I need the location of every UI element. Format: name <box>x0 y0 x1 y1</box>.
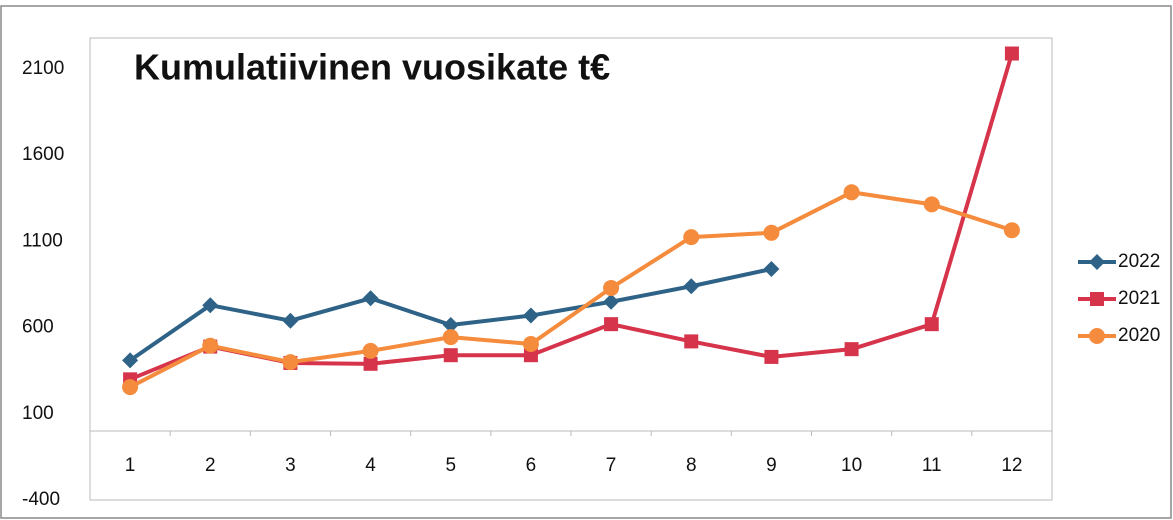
y-tick-label: -400 <box>22 489 60 510</box>
data-point <box>604 317 619 332</box>
x-tick-label: 8 <box>686 455 697 476</box>
plot-area <box>89 37 1053 501</box>
x-tick-label: 11 <box>922 455 942 476</box>
legend-marker <box>1089 328 1105 344</box>
data-point <box>362 342 379 359</box>
data-point <box>843 184 860 201</box>
data-point <box>683 278 700 295</box>
x-tick-label: 2 <box>205 455 216 476</box>
x-tick-label: 4 <box>365 455 376 476</box>
x-tick-label: 3 <box>285 455 296 476</box>
y-tick-label: 1100 <box>22 230 63 251</box>
x-tick-label: 6 <box>526 455 537 476</box>
data-point <box>362 290 379 307</box>
data-point <box>363 356 378 371</box>
data-point <box>282 312 299 329</box>
data-point <box>1004 46 1019 61</box>
legend-marker <box>1089 254 1105 270</box>
data-point <box>923 196 940 213</box>
y-tick-label: 600 <box>22 317 54 338</box>
data-point <box>684 334 699 349</box>
data-point <box>122 352 139 369</box>
data-point <box>603 293 620 310</box>
data-point <box>764 349 779 364</box>
data-point <box>603 279 620 296</box>
legend-label: 2021 <box>1118 288 1160 309</box>
x-tick-label: 7 <box>606 455 617 476</box>
x-tick-label: 9 <box>766 455 777 476</box>
data-point <box>763 224 780 241</box>
data-point <box>202 337 219 354</box>
data-point <box>442 329 459 346</box>
x-tick-label: 12 <box>1001 455 1022 476</box>
data-point <box>523 348 538 363</box>
y-tick-label: 2100 <box>22 58 64 79</box>
legend-label: 2020 <box>1118 325 1160 346</box>
chart-title: Kumulatiivinen vuosikate t€ <box>134 47 610 88</box>
data-point <box>522 307 539 324</box>
legend-label: 2022 <box>1118 251 1160 272</box>
y-tick-label: 1600 <box>22 144 64 165</box>
data-point <box>122 379 139 396</box>
data-point <box>282 354 299 371</box>
x-tick-label: 5 <box>445 455 456 476</box>
data-point <box>442 317 459 334</box>
data-point <box>202 297 219 314</box>
data-point <box>844 342 859 357</box>
y-tick-label: 100 <box>22 403 54 424</box>
x-tick-label: 1 <box>125 455 136 476</box>
legend-marker <box>1090 292 1104 306</box>
data-point <box>763 261 780 277</box>
data-point <box>443 348 458 363</box>
data-point <box>683 229 700 246</box>
data-point <box>1003 222 1020 239</box>
data-point <box>522 335 539 352</box>
series-line <box>129 190 1013 389</box>
x-tick-label: 10 <box>841 455 862 476</box>
data-point <box>924 317 939 332</box>
